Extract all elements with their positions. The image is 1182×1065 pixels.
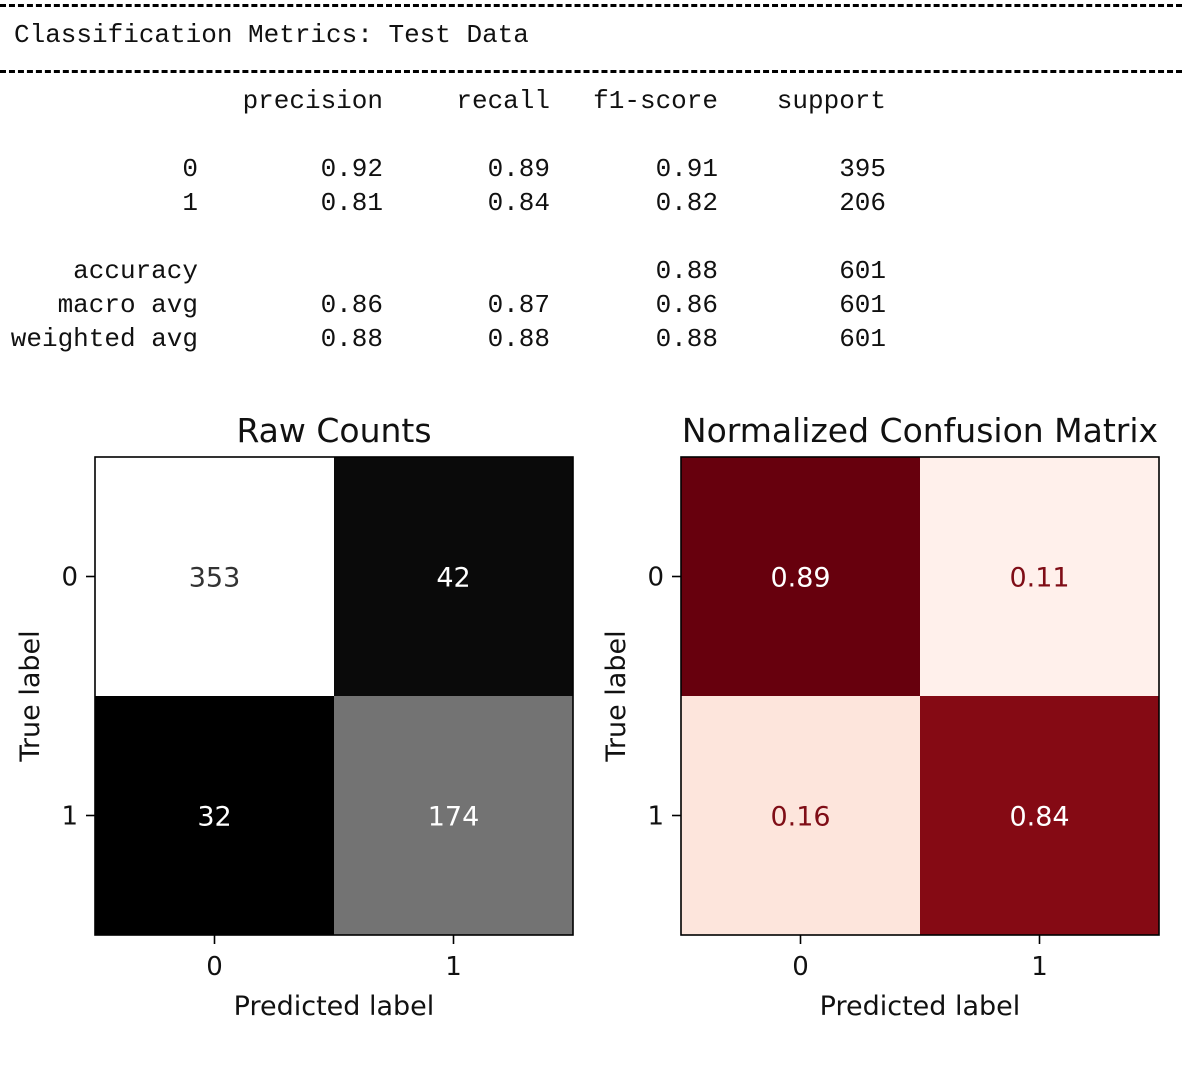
column-header-f1-score: f1-score <box>593 86 718 116</box>
row-label: macro avg <box>57 290 198 320</box>
column-header-precision: precision <box>242 86 383 116</box>
metric-value: 0.88 <box>655 256 718 286</box>
row-label: weighted avg <box>10 324 198 354</box>
metric-value: 0.82 <box>655 188 718 218</box>
metric-value: 0.86 <box>320 290 383 320</box>
heatmap-cell <box>681 457 920 696</box>
confusion-matrix-charts: 353 42 32 174 Raw Counts 0 1 0 1 Predicted label T… <box>15 411 1160 1022</box>
x-tick-label: 1 <box>1031 952 1048 982</box>
heatmap-cell <box>95 457 334 696</box>
heatmap-cell <box>95 696 334 935</box>
cell-value-label: 0.16 <box>770 802 830 833</box>
y-tick-label: 1 <box>61 802 78 832</box>
cell-value-label: 32 <box>197 802 231 833</box>
chart-title: Normalized Confusion Matrix <box>682 411 1158 450</box>
report-title: Classification Metrics: Test Data <box>14 20 529 50</box>
metric-value: 0.88 <box>320 324 383 354</box>
cell-value-label: 0.84 <box>1009 802 1069 833</box>
column-header-recall: recall <box>456 86 550 116</box>
heatmap-cell <box>920 457 1159 696</box>
x-tick-label: 1 <box>445 952 462 982</box>
y-axis-label: True label <box>601 630 632 762</box>
y-tick-label: 1 <box>647 802 664 832</box>
top-divider <box>0 4 1182 7</box>
row-label: accuracy <box>73 256 198 286</box>
metric-value: 0.86 <box>655 290 718 320</box>
metric-value: 0.81 <box>320 188 383 218</box>
metric-value: 0.89 <box>487 154 550 184</box>
column-header-support: support <box>776 86 886 116</box>
cell-value-label: 42 <box>436 563 470 594</box>
x-axis-label: Predicted label <box>234 991 435 1022</box>
y-axis-label: True label <box>15 630 46 762</box>
metric-value: 601 <box>839 324 886 354</box>
cell-value-label: 353 <box>189 563 241 594</box>
cell-value-label: 174 <box>428 802 480 833</box>
chart-title: Raw Counts <box>236 411 431 450</box>
heatmap-cell <box>334 457 573 696</box>
x-tick-label: 0 <box>206 952 223 982</box>
heatmap-cell <box>681 696 920 935</box>
metric-value: 601 <box>839 290 886 320</box>
classification-report: Classification Metrics: Test Data precis… <box>0 0 1182 370</box>
plot-frame <box>680 456 1160 936</box>
metric-value: 0.87 <box>487 290 550 320</box>
title-divider <box>0 70 1182 73</box>
cell-value-label: 0.89 <box>770 563 830 594</box>
row-label: 1 <box>182 188 198 218</box>
metric-value: 0.88 <box>655 324 718 354</box>
metric-value: 395 <box>839 154 886 184</box>
metric-value: 0.88 <box>487 324 550 354</box>
cell-value-label: 0.11 <box>1009 563 1069 594</box>
y-tick-label: 0 <box>61 563 78 593</box>
plot-frame <box>94 456 574 936</box>
metric-value: 0.84 <box>487 188 550 218</box>
metric-value: 601 <box>839 256 886 286</box>
y-tick-label: 0 <box>647 563 664 593</box>
row-label: 0 <box>182 154 198 184</box>
heatmap-cell <box>334 696 573 935</box>
metric-value: 0.91 <box>655 154 718 184</box>
metric-value: 0.92 <box>320 154 383 184</box>
metric-value: 206 <box>839 188 886 218</box>
heatmap-cell <box>920 696 1159 935</box>
x-axis-label: Predicted label <box>820 991 1021 1022</box>
x-tick-label: 0 <box>792 952 809 982</box>
confusion-matrix-figure: 353 42 32 174 Raw Counts 0 1 0 1 Predicted label T… <box>0 380 1182 1060</box>
